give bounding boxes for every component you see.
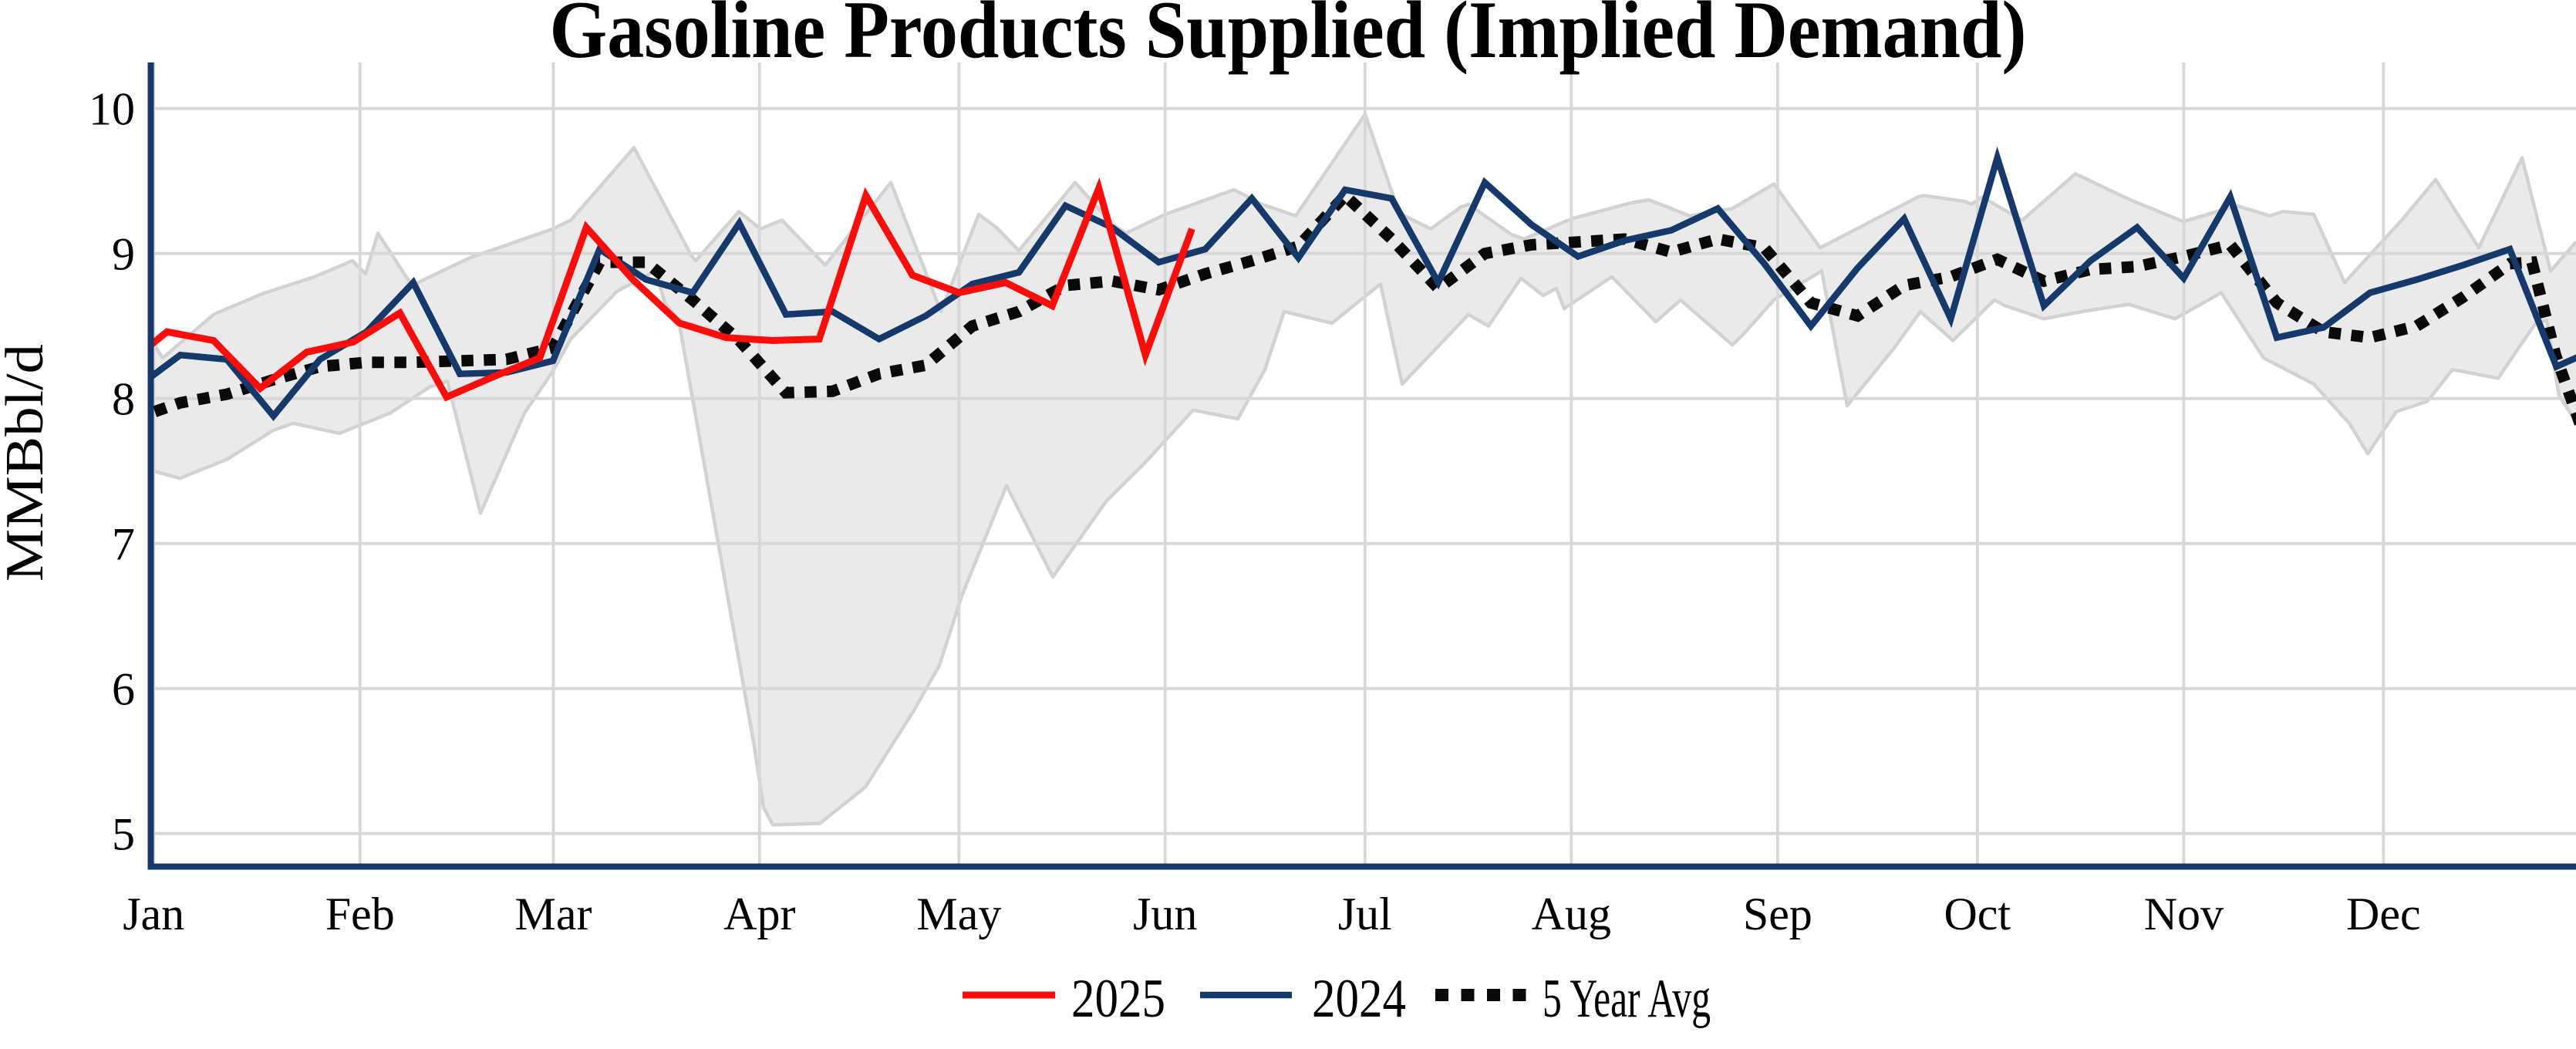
svg-text:2025: 2025 [1071, 969, 1165, 1029]
svg-text:Oct: Oct [1944, 889, 2011, 939]
svg-text:Apr: Apr [723, 889, 795, 939]
svg-text:Mar: Mar [515, 889, 592, 939]
svg-text:Jul: Jul [1338, 889, 1392, 939]
svg-text:Gasoline Products Supplied (Im: Gasoline Products Supplied (Implied Dema… [550, 0, 2027, 75]
svg-text:5: 5 [112, 809, 135, 860]
svg-text:8: 8 [112, 374, 135, 425]
svg-text:Sep: Sep [1743, 889, 1812, 939]
svg-text:Aug: Aug [1532, 889, 1611, 939]
svg-text:5 Year Avg: 5 Year Avg [1543, 969, 1711, 1029]
svg-text:6: 6 [112, 664, 135, 715]
svg-text:7: 7 [112, 519, 135, 570]
svg-text:May: May [916, 889, 1001, 939]
svg-text:Dec: Dec [2346, 889, 2421, 939]
svg-text:Nov: Nov [2144, 889, 2224, 939]
svg-text:9: 9 [112, 229, 135, 280]
svg-text:Feb: Feb [325, 889, 395, 939]
svg-text:10: 10 [89, 84, 135, 135]
svg-text:Jun: Jun [1133, 889, 1197, 939]
svg-text:MMBbl/d: MMBbl/d [0, 344, 55, 582]
svg-text:2024: 2024 [1312, 969, 1406, 1029]
svg-text:Jan: Jan [123, 889, 184, 939]
